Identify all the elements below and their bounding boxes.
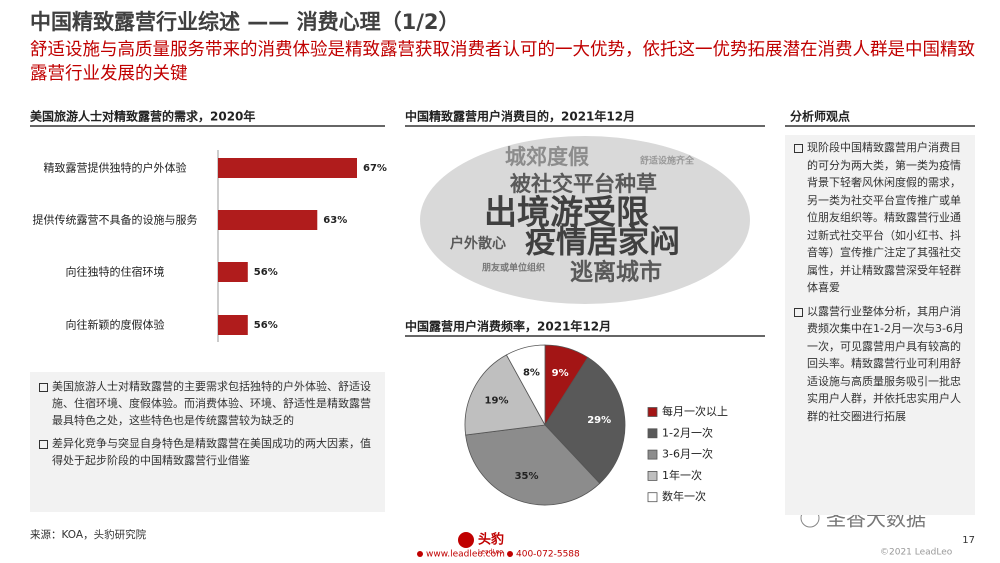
- bar: [218, 158, 357, 178]
- cloud-word: 舒适设施齐全: [640, 155, 695, 167]
- copyright: ©2021 LeadLeo: [880, 548, 953, 558]
- slide-title: 中国精致露营行业综述 —— 消费心理（1/2）: [30, 10, 460, 34]
- value-label: 63%: [323, 215, 347, 226]
- phone: 400-072-5588: [516, 550, 580, 560]
- legend-label: 3-6月一次: [662, 447, 713, 461]
- note: 美国旅游人士对精致露营的主要需求包括独特的户外体验、舒适设施、住宿环境、度假体验…: [38, 378, 377, 429]
- legend-label: 每月一次以上: [662, 404, 728, 418]
- cloud-word: 出境游受限: [484, 193, 649, 232]
- wordcloud-background: [420, 136, 750, 304]
- left-notes: 美国旅游人士对精致露营的主要需求包括独特的户外体验、舒适设施、住宿环境、度假体验…: [30, 372, 385, 512]
- web-icon: [417, 551, 423, 557]
- legend-swatch: [647, 449, 658, 460]
- legend-swatch: [647, 492, 658, 503]
- bar-chart-title: 美国旅游人士对精致露营的需求，2020年: [30, 109, 255, 124]
- legend-swatch: [647, 470, 658, 481]
- legend-label: 1-2月一次: [662, 425, 713, 439]
- source: 来源：KOA，头豹研究院: [30, 529, 147, 541]
- brand-en: LeadLeo: [478, 549, 503, 556]
- value-label: 56%: [254, 267, 278, 278]
- cloud-word: 户外散心: [450, 235, 506, 252]
- brand: 头豹: [478, 532, 504, 548]
- cloud-word: 朋友或单位组织: [481, 262, 545, 274]
- note: 差异化竞争与突显自身特色是精致露营在美国成功的两大因素，值得处于起步阶段的中国精…: [38, 435, 377, 469]
- category-label: 向往独特的住宿环境: [65, 265, 165, 279]
- cloud-word: 逃离城市: [570, 259, 662, 286]
- slice-label: 19%: [485, 395, 509, 406]
- bar: [218, 315, 248, 335]
- category-label: 提供传统露营不具备的设施与服务: [32, 213, 198, 227]
- pie-slice: [544, 356, 626, 484]
- slice-label: 35%: [515, 471, 539, 482]
- value-label: 56%: [254, 320, 278, 331]
- page-number: 17: [962, 535, 975, 546]
- slide-subtitle: 舒适设施与高质量服务带来的消费体验是精致露营获取消费者认可的一大优势，依托这一优…: [30, 40, 975, 84]
- brand-logo: [458, 532, 474, 548]
- analyst-title: 分析师观点: [790, 109, 850, 124]
- legend-swatch: [647, 428, 658, 439]
- value-label: 67%: [363, 163, 387, 174]
- cloud-word: 疫情居家闷: [525, 225, 680, 261]
- wordcloud-title: 中国精致露营用户消费目的，2021年12月: [405, 109, 635, 124]
- analyst-point: 以露营行业整体分析，其用户消费频次集中在1-2月一次与3-6月一次，可见露营用户…: [793, 303, 967, 426]
- pie-slice: [505, 344, 546, 426]
- analyst-box: 现阶段中国精致露营用户消费目的可分为两大类，第一类为疫情背景下轻奢风休闲度假的需…: [785, 135, 975, 515]
- bar: [218, 262, 248, 282]
- pie-chart-title: 中国露营用户消费频率，2021年12月: [405, 319, 611, 334]
- cloud-word: 被社交平台种草: [510, 172, 657, 196]
- pie-slice: [465, 424, 601, 506]
- slice-label: 9%: [552, 368, 569, 379]
- legend-label: 1年一次: [662, 468, 702, 482]
- website: www.leadleo.com: [426, 550, 505, 560]
- category-label: 精致露营提供独特的户外体验: [43, 161, 187, 175]
- legend-label: 数年一次: [662, 489, 706, 503]
- slice-label: 29%: [587, 415, 611, 426]
- slice-label: 8%: [523, 367, 540, 378]
- legend-swatch: [647, 407, 658, 417]
- bar: [218, 210, 318, 230]
- cloud-word: 城郊度假: [505, 145, 589, 169]
- analyst-point: 现阶段中国精致露营用户消费目的可分为两大类，第一类为疫情背景下轻奢风休闲度假的需…: [793, 139, 967, 297]
- pie-slice: [464, 354, 546, 436]
- category-label: 向往新颖的度假体验: [65, 318, 165, 332]
- phone-icon: [507, 551, 513, 557]
